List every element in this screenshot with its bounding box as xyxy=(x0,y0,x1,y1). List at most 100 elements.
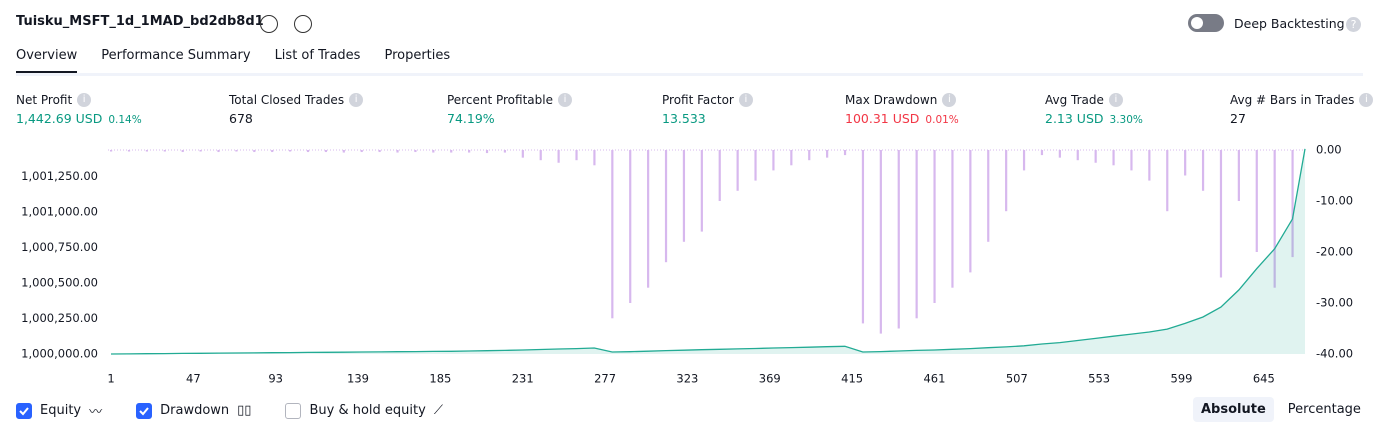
metric-label-text: Percent Profitable xyxy=(447,93,553,107)
metric-value-text: 100.31 USD xyxy=(845,111,920,126)
metric-value: 2.13 USD 3.30% xyxy=(1045,111,1143,126)
drawdown-bar xyxy=(360,150,363,153)
settings-icon[interactable] xyxy=(260,15,278,33)
deep-backtesting-toggle[interactable] xyxy=(1188,14,1224,32)
drawdown-bar xyxy=(933,150,936,303)
metric-label: Total Closed Trades i xyxy=(229,93,364,107)
info-icon[interactable]: i xyxy=(738,93,753,107)
divider xyxy=(16,73,1363,76)
x-tick-label: 553 xyxy=(1088,372,1110,386)
scale-button[interactable]: Percentage xyxy=(1287,402,1361,417)
x-tick-label: 277 xyxy=(594,372,616,386)
legend-item[interactable]: Equity 〰 xyxy=(16,401,102,420)
help-icon[interactable]: ? xyxy=(1346,17,1361,32)
metric-value: 27 xyxy=(1230,111,1373,126)
legend-label: Buy & hold equity xyxy=(309,403,426,418)
drawdown-bar xyxy=(718,150,721,201)
y-tick-label: 1,000,500.00 xyxy=(21,275,98,289)
drawdown-bar xyxy=(593,150,596,166)
info-icon[interactable]: i xyxy=(557,93,572,107)
x-tick-label: 461 xyxy=(923,372,945,386)
drawdown-bar xyxy=(1291,150,1294,258)
drawdown-bar xyxy=(450,150,453,153)
checkbox[interactable] xyxy=(16,402,32,419)
drawdown-bar xyxy=(754,150,757,181)
info-icon[interactable]: i xyxy=(942,93,957,107)
y-tick-label: 1,000,250.00 xyxy=(21,311,98,325)
drawdown-bar xyxy=(396,150,399,153)
drawdown-bar xyxy=(414,150,417,153)
drawdown-bar xyxy=(575,150,578,161)
metric-label-text: Avg # Bars in Trades xyxy=(1230,93,1355,107)
metric-label-text: Total Closed Trades xyxy=(229,93,345,107)
tab[interactable]: Overview xyxy=(16,48,78,74)
x-tick-label: 231 xyxy=(512,372,534,386)
info-icon[interactable]: i xyxy=(1359,93,1374,107)
strategy-title: Tuisku_MSFT_1d_1MAD_bd2db8d1 xyxy=(16,14,264,29)
drawdown-bar xyxy=(432,150,435,153)
drawdown-bar xyxy=(110,150,113,152)
tab[interactable]: Performance Summary xyxy=(101,48,251,63)
drawdown-bar xyxy=(987,150,990,242)
metric-value: 100.31 USD 0.01% xyxy=(845,111,959,126)
metric-value-text: 678 xyxy=(229,111,253,126)
legend-icon: 〰 xyxy=(89,405,103,420)
metric-value: 1,442.69 USD 0.14% xyxy=(16,111,142,126)
y-tick-label: 1,000,750.00 xyxy=(21,240,98,254)
y2-tick-label: -20.00 xyxy=(1316,245,1353,259)
drawdown-bar xyxy=(324,150,328,153)
drawdown-bar xyxy=(647,150,650,288)
tab[interactable]: Properties xyxy=(384,48,451,63)
y-tick-label: 1,000,000.00 xyxy=(21,347,98,361)
tab[interactable]: List of Trades xyxy=(274,48,361,63)
metric-label-text: Profit Factor xyxy=(662,93,734,107)
metric: Avg # Bars in Trades i 27 xyxy=(1230,93,1374,126)
drawdown-bar xyxy=(217,150,220,153)
drawdown-bar xyxy=(145,150,149,152)
drawdown-bar xyxy=(521,150,524,158)
check-mark xyxy=(19,406,29,415)
y-tick-label: 1,001,250.00 xyxy=(21,169,98,183)
alert-icon[interactable] xyxy=(294,15,312,33)
info-icon[interactable]: i xyxy=(349,93,364,107)
metric-label-text: Net Profit xyxy=(16,93,73,107)
legend-item[interactable]: Buy & hold equity ⟋ xyxy=(285,402,443,419)
drawdown-bar xyxy=(1094,150,1097,163)
drawdown-bar xyxy=(1273,150,1276,288)
scale-button[interactable]: Absolute xyxy=(1193,397,1274,422)
metric-label: Avg # Bars in Trades i xyxy=(1230,93,1374,107)
checkbox[interactable] xyxy=(285,402,302,419)
y2-tick-label: -10.00 xyxy=(1316,194,1353,208)
metric: Net Profit i 1,442.69 USD 0.14% xyxy=(16,93,142,126)
legend-item[interactable]: Drawdown ▯▯ xyxy=(136,402,251,419)
drawdown-bar xyxy=(1148,150,1151,181)
legend-icon: ⟋ xyxy=(433,403,443,418)
x-tick-label: 507 xyxy=(1006,372,1028,386)
drawdown-bar xyxy=(915,150,918,319)
drawdown-bar xyxy=(629,150,632,303)
drawdown-bar xyxy=(557,150,560,163)
drawdown-bar xyxy=(235,150,238,152)
info-icon[interactable]: i xyxy=(77,93,92,107)
checkbox[interactable] xyxy=(136,402,153,419)
y2-tick-label: -40.00 xyxy=(1316,347,1353,361)
drawdown-bar xyxy=(199,150,202,152)
metric-value-text: 13.533 xyxy=(662,111,706,126)
metric-label: Avg Trade i xyxy=(1045,93,1143,107)
drawdown-bar xyxy=(1076,150,1079,161)
metric: Avg Trade i 2.13 USD 3.30% xyxy=(1045,93,1143,126)
info-icon[interactable]: i xyxy=(1108,93,1123,107)
chart: 1,000,000.00 1,000,250.00 1,000,500.00 1,00… xyxy=(21,143,1353,386)
drawdown-bar xyxy=(127,150,131,152)
drawdown-bar xyxy=(1255,150,1258,252)
drawdown-bar xyxy=(1219,150,1223,278)
metric-value-text: 1,442.69 USD xyxy=(16,111,103,126)
drawdown-bar xyxy=(843,150,847,156)
metric-value: 678 xyxy=(229,111,363,126)
drawdown-bar xyxy=(271,150,274,153)
metric-value-text: 2.13 USD xyxy=(1045,111,1104,126)
y-tick-label: 1,001,000.00 xyxy=(21,204,98,218)
metric: Total Closed Trades i 678 xyxy=(229,93,364,126)
metric: Profit Factor i 13.533 xyxy=(662,93,753,126)
drawdown-bar xyxy=(253,150,256,153)
